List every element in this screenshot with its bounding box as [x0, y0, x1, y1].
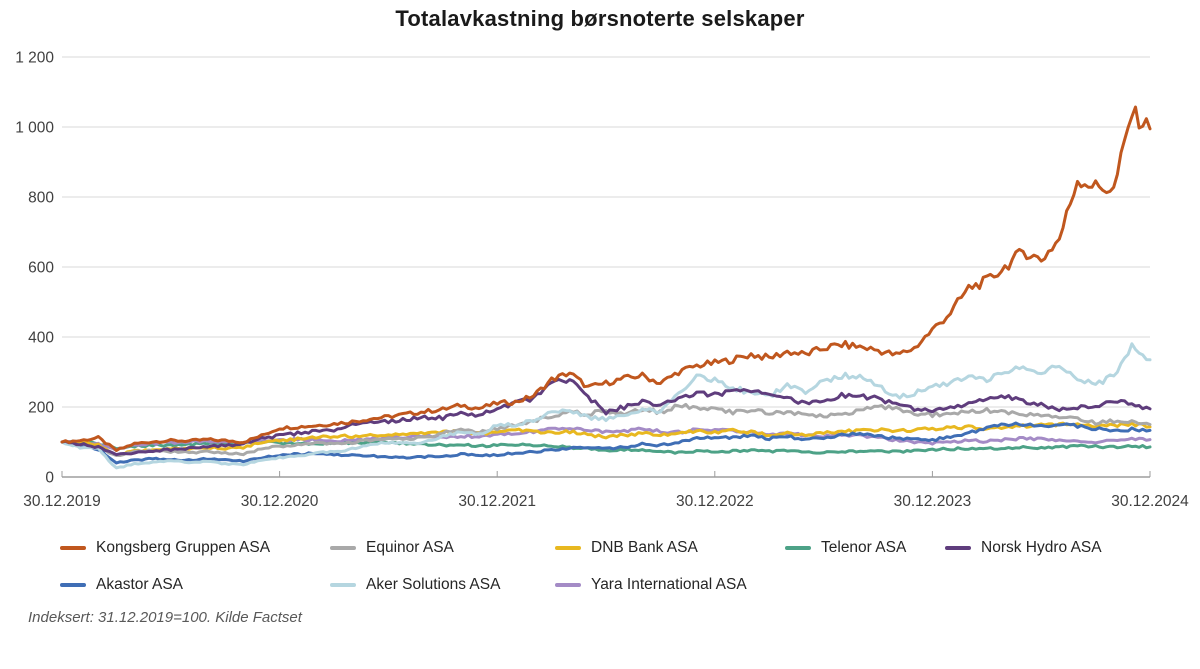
legend-item-yara-international-asa: Yara International ASA — [555, 575, 747, 595]
x-tick-label: 30.12.2023 — [894, 493, 972, 510]
legend-label: Equinor ASA — [366, 539, 454, 556]
y-tick-label: 1 000 — [15, 120, 54, 137]
legend-swatch-yara-international-asa — [555, 582, 581, 588]
line-chart-plot: 0 200 400 600 800 1 000 1 200 30.12.2019 30.12.2… — [15, 50, 1189, 511]
x-tick-label: 30.12.2021 — [458, 493, 536, 510]
x-tick-label: 30.12.2020 — [241, 493, 319, 510]
x-tick-label: 30.12.2019 — [23, 493, 101, 510]
y-tick-label: 200 — [28, 400, 54, 417]
y-tick-label: 800 — [28, 190, 54, 207]
y-tick-label: 600 — [28, 260, 54, 277]
legend-label: Aker Solutions ASA — [366, 576, 501, 593]
series-line-kongsberg-gruppen-asa — [60, 105, 1152, 452]
legend-swatch-kongsberg-gruppen-asa — [60, 545, 86, 551]
y-tick-label: 0 — [45, 470, 54, 487]
x-tick-label: 30.12.2022 — [676, 493, 754, 510]
legend-swatch-aker-solutions-asa — [330, 582, 356, 588]
legend-item-kongsberg-gruppen-asa: Kongsberg Gruppen ASA — [60, 538, 270, 558]
chart-title: Totalavkastning børsnoterte selskaper — [395, 6, 805, 31]
y-tick-label: 1 200 — [15, 50, 54, 67]
legend-label: Akastor ASA — [96, 576, 184, 593]
legend-label: Norsk Hydro ASA — [981, 539, 1102, 556]
y-tick-label: 400 — [28, 330, 54, 347]
series-line-aker-solutions-asa — [60, 342, 1152, 470]
legend-label: Telenor ASA — [821, 539, 907, 556]
legend-item-dnb-bank-asa: DNB Bank ASA — [555, 538, 698, 558]
series-line-akastor-asa — [60, 421, 1152, 465]
x-tick-label: 30.12.2024 — [1111, 493, 1189, 510]
legend-swatch-norsk-hydro-asa — [945, 545, 971, 551]
legend-swatch-equinor-asa — [330, 545, 356, 551]
series-line-dnb-bank-asa — [60, 421, 1152, 457]
legend-swatch-akastor-asa — [60, 582, 86, 588]
chart-footnote: Indeksert: 31.12.2019=100. Kilde Factset — [28, 609, 302, 626]
legend-item-akastor-asa: Akastor ASA — [60, 575, 183, 595]
legend-label: DNB Bank ASA — [591, 539, 698, 556]
legend-item-norsk-hydro-asa: Norsk Hydro ASA — [945, 538, 1102, 558]
legend-item-equinor-asa: Equinor ASA — [330, 538, 454, 558]
legend-item-telenor-asa: Telenor ASA — [785, 538, 906, 558]
series-line-equinor-asa — [60, 402, 1152, 457]
legend-swatch-dnb-bank-asa — [555, 545, 581, 551]
legend-item-aker-solutions-asa: Aker Solutions ASA — [330, 575, 500, 595]
legend-swatch-telenor-asa — [785, 545, 811, 551]
legend-label: Kongsberg Gruppen ASA — [96, 539, 271, 556]
legend-label: Yara International ASA — [591, 576, 747, 593]
